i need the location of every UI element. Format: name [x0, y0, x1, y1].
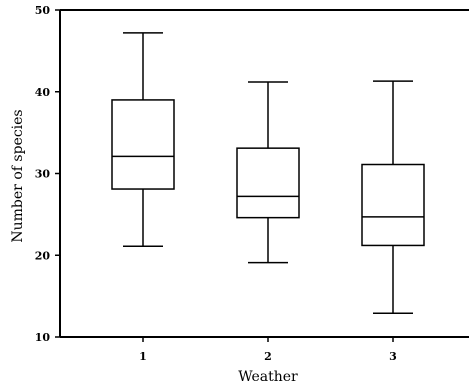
box-group-2	[236, 81, 300, 264]
y-axis-title: Number of species	[10, 109, 26, 242]
y-tick-label: 10	[35, 331, 51, 344]
box-group-3	[361, 80, 425, 315]
box-series	[111, 32, 425, 315]
y-axis: 10 20 30 40 50	[35, 4, 60, 344]
y-tick-label: 30	[35, 168, 51, 181]
y-tick-label: 20	[35, 249, 51, 262]
iqr-box	[111, 99, 175, 190]
iqr-box	[236, 147, 300, 219]
y-tick-label: 50	[35, 4, 51, 17]
x-axis-title: Weather	[238, 369, 298, 385]
x-tick-label: 2	[264, 350, 272, 363]
x-axis: 1 2 3	[139, 337, 397, 363]
x-tick-label: 3	[389, 350, 397, 363]
box-group-1	[111, 32, 175, 248]
x-tick-label: 1	[139, 350, 147, 363]
iqr-box	[361, 163, 425, 247]
y-tick-label: 40	[35, 86, 51, 99]
